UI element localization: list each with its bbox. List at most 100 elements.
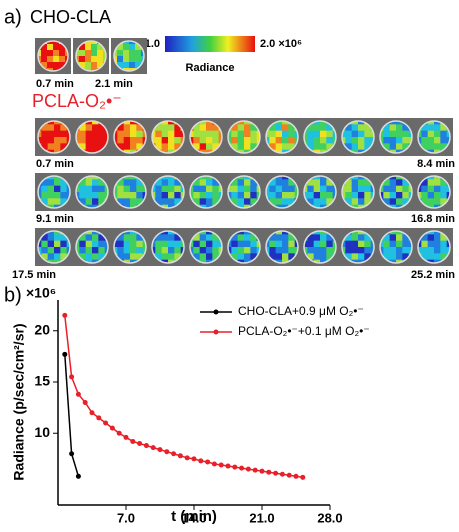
well-pixel (282, 149, 289, 153)
well-pixel (434, 240, 441, 248)
well-pixel (408, 192, 412, 199)
well-pixel (114, 247, 118, 254)
well-pixel (123, 137, 131, 144)
well-pixel (79, 44, 86, 51)
x-tick-label: 7.0 (117, 510, 135, 525)
well-pixel (418, 185, 422, 193)
well-pixel (199, 121, 207, 125)
well-pixel (180, 240, 184, 248)
well-pixel (91, 62, 98, 69)
well-pixel (320, 259, 327, 263)
data-point (300, 474, 306, 480)
well-rim (379, 175, 413, 209)
well-pixel (421, 234, 429, 242)
well-pixel (389, 253, 397, 261)
well-pixel (244, 259, 251, 263)
well-pixel (345, 130, 353, 138)
well-pixel (326, 185, 334, 193)
well-pixel (320, 130, 327, 138)
data-point (75, 473, 81, 479)
well-pixel (250, 234, 258, 242)
well-pixel (250, 137, 258, 144)
well-pixel (396, 234, 403, 242)
well-pixel (304, 130, 308, 138)
well-pixel (199, 204, 207, 208)
well-pixel (313, 253, 321, 261)
well-pixel (364, 179, 372, 187)
well-pixel (54, 198, 61, 206)
well-pixel (266, 240, 270, 248)
well-pixel (358, 185, 365, 193)
well-pixel (304, 137, 308, 144)
well-pixel (228, 192, 232, 199)
well-pixel (85, 68, 92, 71)
well-pixel (92, 121, 99, 125)
well-pixel (123, 121, 131, 125)
well-pixel (54, 247, 61, 254)
well-pixel (313, 176, 321, 180)
well-pixel (123, 143, 131, 151)
well-pixel (41, 192, 49, 199)
well-pixel (351, 185, 359, 193)
well-pixel (123, 124, 131, 132)
well-pixel (358, 130, 365, 138)
well-pixel (282, 176, 289, 180)
well-pixel (275, 198, 283, 206)
well-rim (151, 175, 185, 209)
well-pixel (358, 192, 365, 199)
well-rim (379, 120, 413, 154)
well-pixel (129, 56, 136, 63)
well-pixel (59, 62, 66, 69)
well-pixel (136, 124, 144, 132)
well-pixel (152, 137, 156, 144)
well-pixel (136, 192, 144, 199)
well-pixel (206, 179, 213, 187)
well-pixel (256, 137, 260, 144)
x-axis-label: t (min) (171, 508, 217, 525)
well-pixel (408, 130, 412, 138)
well-pixel (237, 240, 245, 248)
well-pixel (358, 231, 365, 235)
well-pixel (117, 179, 125, 187)
data-point (62, 312, 68, 318)
well-pixel (434, 204, 441, 208)
data-point (184, 455, 190, 461)
well-pixel (380, 185, 384, 193)
well-pixel (389, 130, 397, 138)
well-pixel (76, 56, 80, 63)
well-pixel (250, 185, 258, 193)
well-pixel (85, 137, 93, 144)
data-point (232, 464, 238, 470)
well-pixel (294, 192, 298, 199)
well-pixel (383, 143, 391, 151)
well-rim (113, 40, 145, 72)
well-pixel (168, 124, 175, 132)
well-pixel (218, 137, 222, 144)
well-pixel (288, 253, 296, 261)
well-pixel (206, 259, 213, 263)
data-point (130, 438, 136, 444)
well-pixel (244, 240, 251, 248)
well-pixel (47, 121, 55, 125)
well-pixel (168, 192, 175, 199)
well-pixel (66, 240, 70, 248)
well-pixel (117, 62, 124, 69)
well-pixel (250, 192, 258, 199)
well-pixel (402, 130, 410, 138)
well-pixel (104, 192, 108, 199)
data-point (279, 471, 285, 477)
data-point (96, 415, 102, 421)
well-pixel (370, 247, 374, 254)
well-pixel (237, 185, 245, 193)
well-pixel (47, 198, 55, 206)
well-pixel (212, 253, 220, 261)
well-pixel (199, 137, 207, 144)
well-pixel (85, 231, 93, 235)
well-pixel (396, 130, 403, 138)
well-pixel (275, 253, 283, 261)
well-pixel (79, 253, 87, 261)
well-pixel (237, 192, 245, 199)
well-pixel (307, 185, 315, 193)
well-pixel (193, 137, 201, 144)
well-pixel (288, 143, 296, 151)
